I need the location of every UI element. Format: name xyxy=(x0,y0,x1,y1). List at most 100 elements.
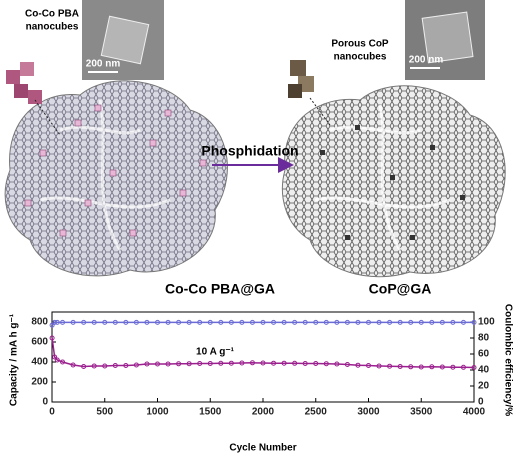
data-point xyxy=(49,322,55,328)
right-aerogel xyxy=(282,85,506,278)
data-point xyxy=(334,319,340,325)
y-tick-label: 0 xyxy=(42,397,48,408)
data-point xyxy=(376,319,382,325)
data-point xyxy=(70,362,76,368)
data-point xyxy=(366,319,371,325)
data-point xyxy=(49,335,55,341)
data-point xyxy=(218,319,224,325)
data-point xyxy=(471,319,477,325)
data-point xyxy=(155,361,160,367)
data-point xyxy=(271,360,277,366)
data-point xyxy=(366,363,371,368)
x-tick-label: 2000 xyxy=(252,407,275,418)
data-point xyxy=(123,363,129,368)
data-point xyxy=(165,319,171,325)
y2-tick-label: 80 xyxy=(478,333,490,344)
left-cubes xyxy=(6,62,61,136)
callout: nanocubes xyxy=(334,52,387,63)
x-tick-label: 1000 xyxy=(146,407,169,418)
data-point xyxy=(439,319,445,325)
x-tick-label: 500 xyxy=(96,407,113,418)
data-point xyxy=(376,363,382,369)
y-tick-label: 800 xyxy=(31,317,48,328)
y2-tick-label: 0 xyxy=(478,397,484,408)
data-point xyxy=(281,319,287,325)
data-point xyxy=(323,319,329,325)
right-sem xyxy=(405,0,485,80)
data-point xyxy=(60,359,66,365)
data-point xyxy=(387,363,393,369)
series-line xyxy=(51,337,475,369)
y-tick-label: 600 xyxy=(31,337,48,348)
data-point xyxy=(355,319,361,325)
data-point xyxy=(292,360,298,366)
data-point xyxy=(460,319,466,325)
data-point xyxy=(408,319,414,325)
data-point xyxy=(323,361,329,367)
data-point xyxy=(249,360,255,366)
data-point xyxy=(439,364,445,370)
data-point xyxy=(450,364,456,370)
data-point xyxy=(186,319,192,325)
data-point xyxy=(260,360,266,366)
data-point xyxy=(186,361,192,367)
data-point xyxy=(228,360,234,366)
data-point xyxy=(313,319,319,325)
data-point xyxy=(344,362,350,367)
y-axis-label: Capacity / mA h g⁻¹ xyxy=(9,313,20,406)
x-tick-label: 3500 xyxy=(410,407,433,418)
caption: Co-Co PBA@GA xyxy=(165,281,275,297)
data-point xyxy=(102,319,108,325)
data-point xyxy=(197,361,203,366)
data-point xyxy=(281,360,287,366)
data-point xyxy=(334,361,340,367)
data-point xyxy=(387,319,393,325)
x-tick-label: 3000 xyxy=(357,407,380,418)
data-point xyxy=(239,319,245,325)
x-tick-label: 2500 xyxy=(305,407,328,418)
data-point xyxy=(418,319,424,325)
scale-label: 200 nm xyxy=(409,55,444,66)
y-tick-label: 200 xyxy=(31,377,48,388)
data-point xyxy=(197,319,203,325)
data-point xyxy=(155,319,160,325)
data-point xyxy=(52,319,58,325)
data-point xyxy=(54,357,60,363)
data-point xyxy=(176,361,182,367)
arrow-label: Phosphidation xyxy=(201,143,298,159)
callout: Porous CoP xyxy=(331,39,389,50)
data-point xyxy=(165,361,171,367)
data-point xyxy=(207,361,213,366)
data-point xyxy=(397,319,403,325)
data-point xyxy=(60,319,66,325)
data-point xyxy=(133,319,139,325)
data-point xyxy=(302,361,308,366)
right-cubes xyxy=(288,60,331,126)
data-point xyxy=(70,319,76,325)
plot-frame xyxy=(51,311,475,403)
data-point xyxy=(133,362,139,368)
data-point xyxy=(102,363,108,369)
data-point xyxy=(52,354,58,360)
data-point xyxy=(429,364,435,370)
y2-tick-label: 100 xyxy=(478,317,495,328)
y2-tick-label: 20 xyxy=(478,381,490,392)
data-point xyxy=(408,364,414,370)
data-point xyxy=(292,319,298,325)
callout: Co-Co PBA xyxy=(25,9,79,20)
data-point xyxy=(344,319,350,325)
data-point xyxy=(228,319,234,325)
y2-axis-label: Coulombic efficiency/% xyxy=(502,304,513,416)
data-point xyxy=(313,361,319,366)
caption: CoP@GA xyxy=(369,281,432,297)
data-point xyxy=(207,319,213,325)
data-point xyxy=(81,364,87,369)
y2-tick-label: 40 xyxy=(478,365,490,376)
x-tick-label: 1500 xyxy=(199,407,222,418)
data-point xyxy=(91,363,97,369)
data-point xyxy=(176,319,182,325)
chart: Cycle Number Capacity / mA h g⁻¹ Coulomb… xyxy=(9,304,514,454)
x-tick-label: 4000 xyxy=(463,407,486,418)
